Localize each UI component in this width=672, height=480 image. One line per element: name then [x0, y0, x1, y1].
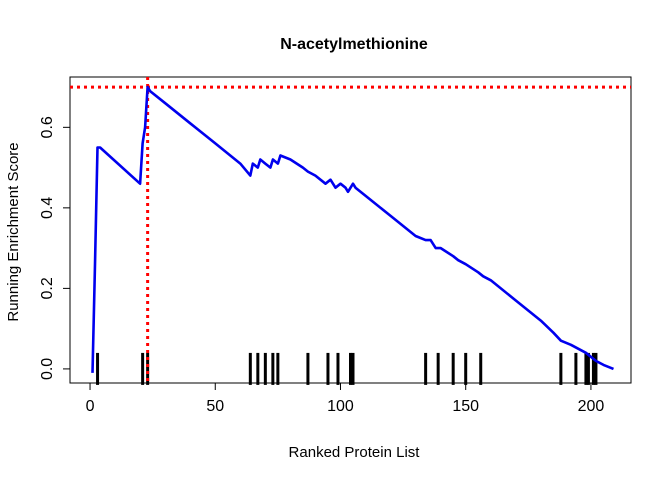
- x-tick-label-3: 150: [452, 398, 479, 415]
- y-tick-label-0: 0.0: [39, 358, 56, 380]
- x-axis: 0 50 100 150 200: [86, 382, 605, 415]
- y-tick-label-2: 0.4: [39, 197, 56, 219]
- series-layer: [91, 85, 614, 373]
- max-score-markers: [70, 77, 631, 383]
- y-tick-label-3: 0.6: [39, 116, 56, 138]
- x-tick-label-4: 200: [578, 398, 605, 415]
- series-line-0: [91, 85, 614, 373]
- x-tick-label-0: 0: [86, 398, 95, 415]
- y-axis: 0.0 0.2 0.4 0.6: [39, 116, 71, 380]
- x-axis-label: Ranked Protein List: [289, 444, 421, 461]
- chart-title: N-acetylmethionine: [280, 36, 428, 53]
- x-tick-label-1: 50: [206, 398, 224, 415]
- x-tick-label-2: 100: [327, 398, 354, 415]
- y-tick-label-1: 0.2: [39, 277, 56, 299]
- plot-frame: [69, 76, 632, 384]
- y-axis-label: Running Enrichment Score: [5, 142, 22, 321]
- hits-layer: [96, 352, 598, 385]
